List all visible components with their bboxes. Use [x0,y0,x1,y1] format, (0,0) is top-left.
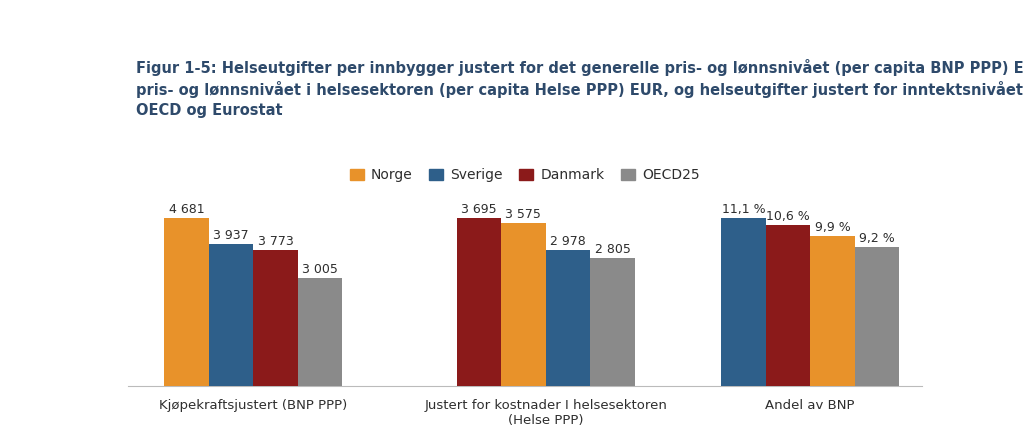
Bar [209,244,253,386]
Text: 3 773: 3 773 [258,235,294,248]
Bar [298,278,342,386]
Bar [253,250,298,386]
Text: 11,1 %: 11,1 % [722,203,765,216]
Text: 3 005: 3 005 [302,263,338,276]
Bar [855,247,899,386]
Bar [810,236,855,386]
Bar [501,223,546,386]
Text: 3 937: 3 937 [213,230,249,243]
Text: 3 575: 3 575 [506,208,542,221]
Text: 3 695: 3 695 [461,203,497,216]
Bar [546,250,590,386]
Bar [721,218,766,386]
Text: 10,6 %: 10,6 % [766,210,810,223]
Bar [164,218,209,386]
Text: 9,9 %: 9,9 % [815,221,850,234]
Text: Figur 1-5: Helseutgifter per innbygger justert for det generelle pris- og lønnsn: Figur 1-5: Helseutgifter per innbygger j… [136,59,1024,118]
Legend: Norge, Sverige, Danmark, OECD25: Norge, Sverige, Danmark, OECD25 [345,163,705,188]
Text: 2 978: 2 978 [550,235,586,248]
Text: 2 805: 2 805 [595,243,631,256]
Text: 9,2 %: 9,2 % [859,231,895,244]
Bar [457,218,501,386]
Text: 4 681: 4 681 [169,203,205,216]
Bar [766,225,810,386]
Bar [590,258,635,386]
